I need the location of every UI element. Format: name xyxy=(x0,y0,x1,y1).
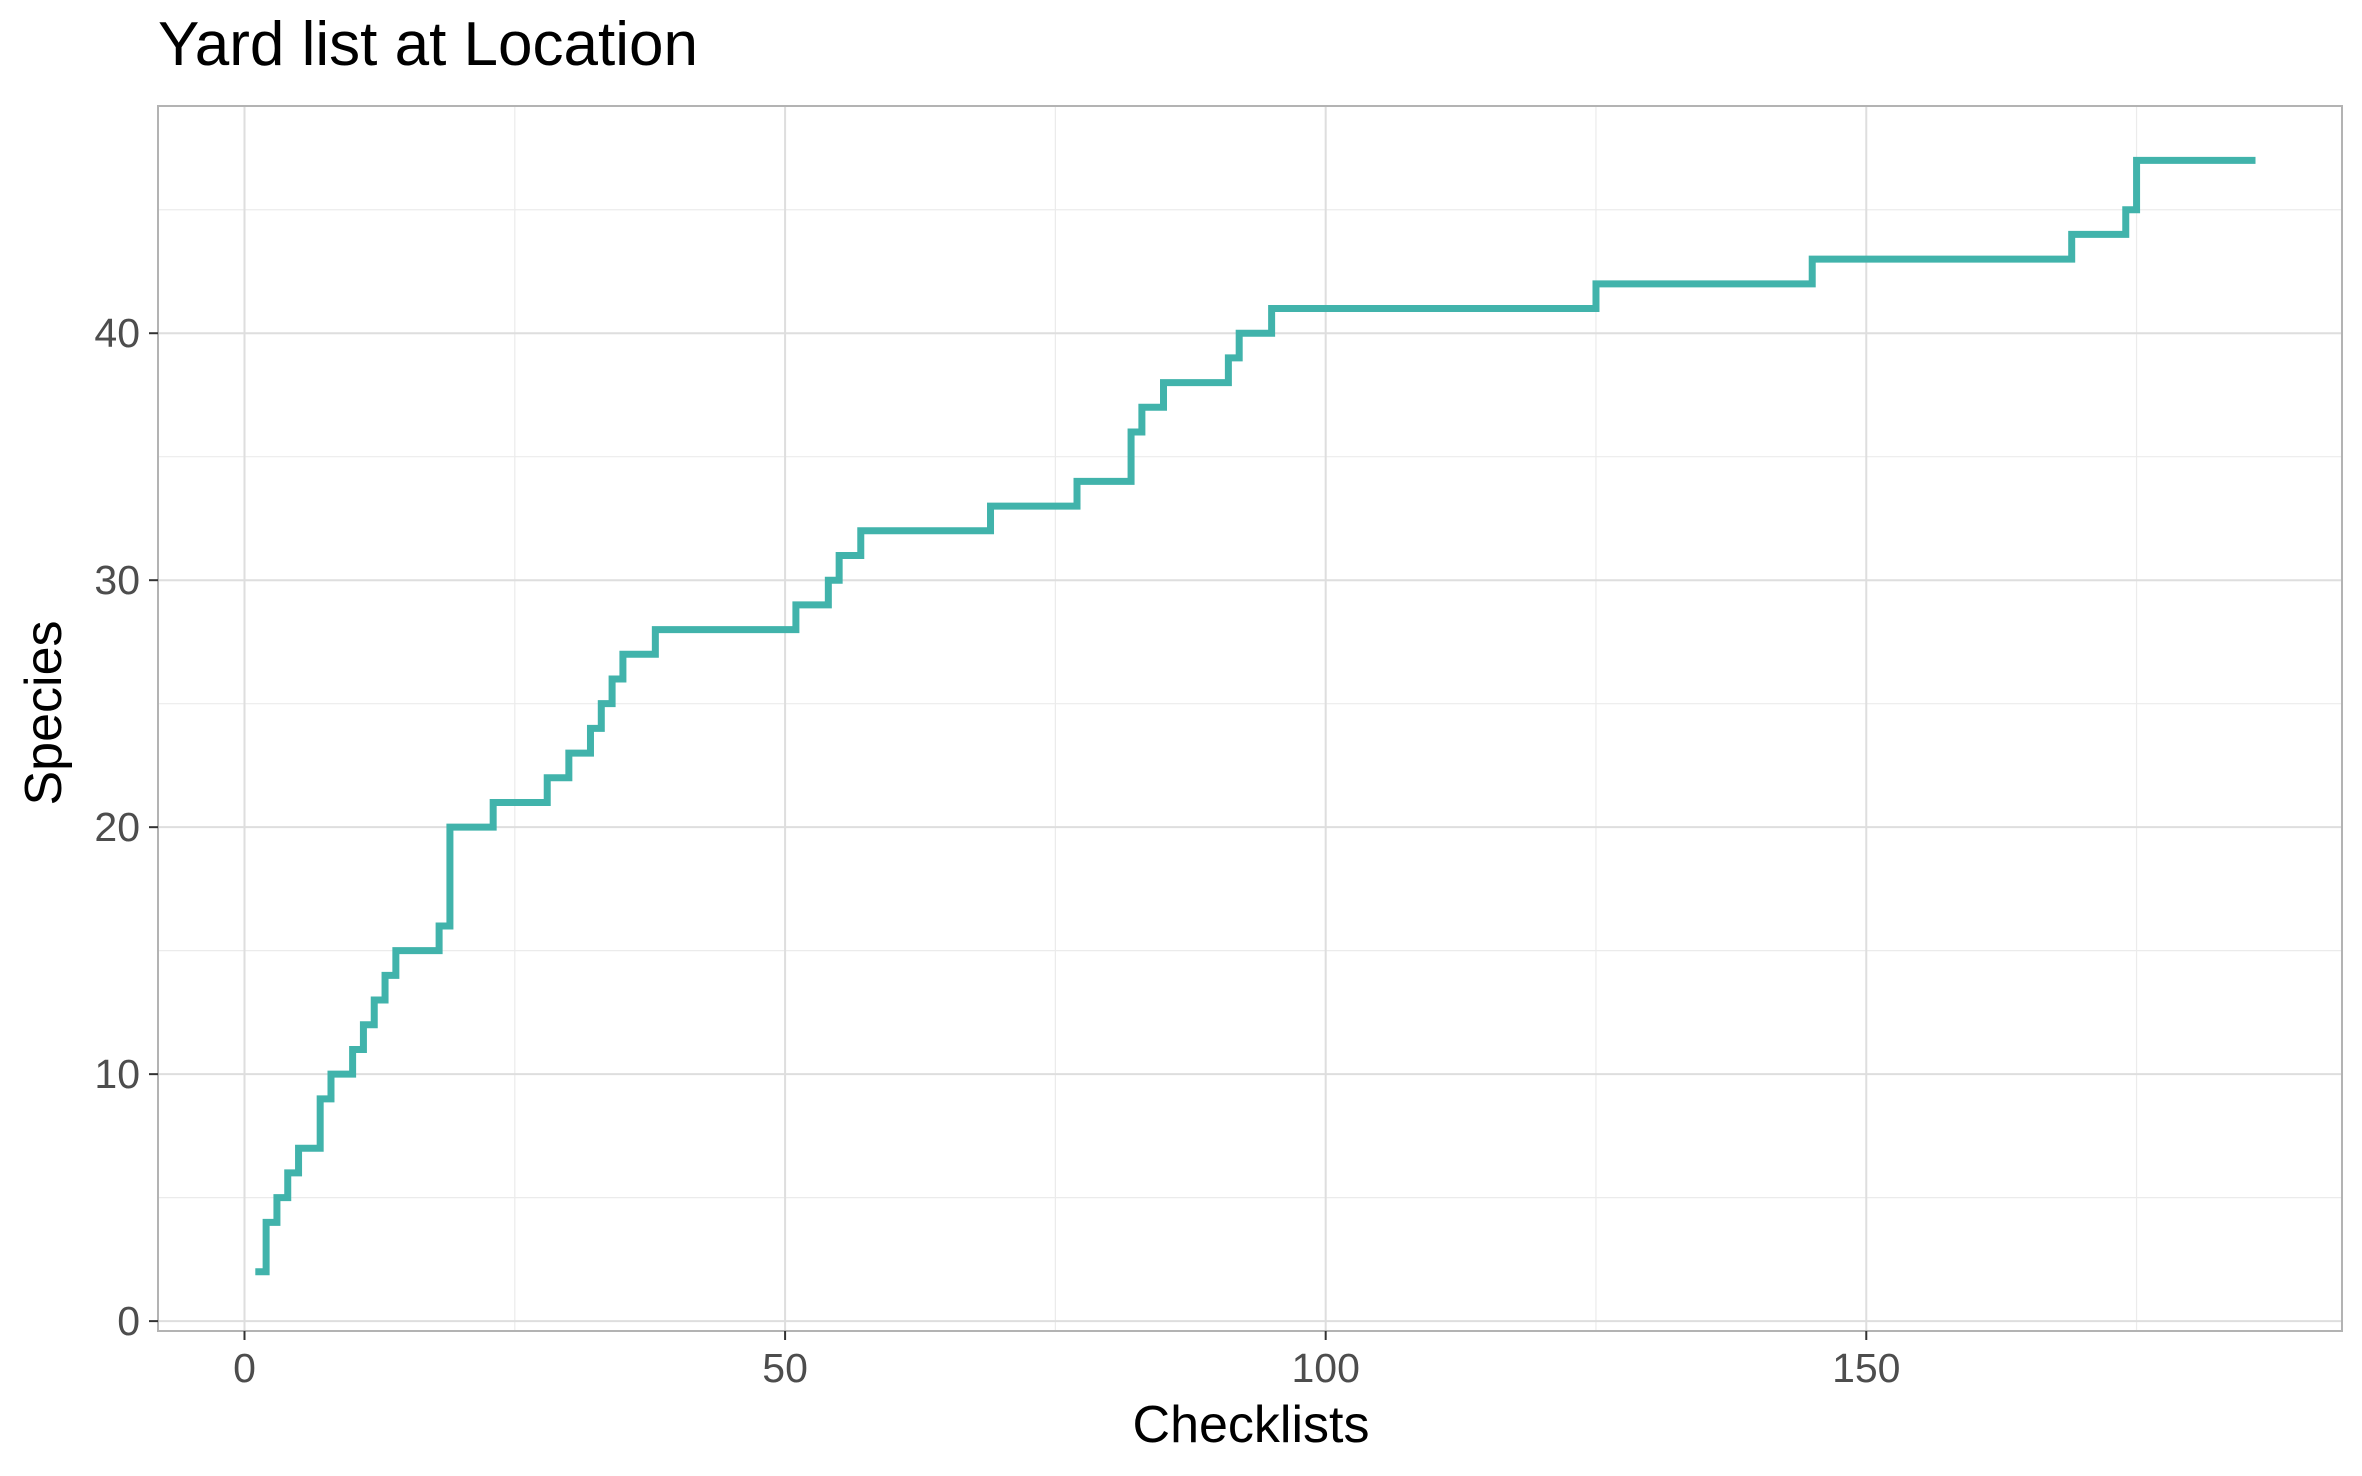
y-tick-label: 10 xyxy=(94,1051,140,1097)
plot-panel-border xyxy=(157,105,2343,1332)
y-tick-label: 40 xyxy=(94,310,140,356)
y-tick-label: 20 xyxy=(94,804,140,850)
y-tick-label: 0 xyxy=(117,1298,140,1344)
x-tick-label: 100 xyxy=(1291,1345,1359,1391)
x-axis-title: Checklists xyxy=(1133,1396,1370,1454)
ticks: 0 50 100 150 0 10 20 30 40 xyxy=(94,310,1900,1391)
grid xyxy=(158,106,2342,1331)
y-axis-title: Species xyxy=(15,621,73,806)
y-tick-label: 30 xyxy=(94,557,140,603)
series-layer xyxy=(255,156,2256,1276)
series-line xyxy=(255,156,2256,1276)
chart-title: Yard list at Location xyxy=(158,10,698,79)
x-tick-label: 50 xyxy=(762,1345,808,1391)
x-tick-label: 0 xyxy=(233,1345,256,1391)
x-tick-label: 150 xyxy=(1832,1345,1900,1391)
